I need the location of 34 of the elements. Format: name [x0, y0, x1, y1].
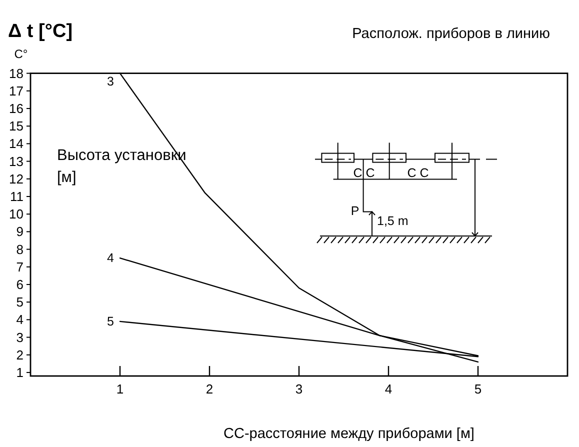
- x-tick-label: 2: [206, 382, 214, 396]
- series-label: 3: [107, 74, 114, 88]
- y-tick-label: 15: [9, 118, 24, 134]
- y-tick-label: 18: [9, 66, 24, 81]
- y-tick-label: 12: [9, 171, 24, 186]
- y-tick-label: 4: [16, 312, 24, 328]
- y-tick-label: 5: [16, 294, 24, 310]
- y-tick-label: 6: [16, 276, 24, 292]
- y-axis-title: C°: [14, 47, 28, 61]
- y-tick-label: 7: [16, 259, 24, 274]
- annotation: C C: [407, 166, 429, 180]
- x-tick-label: 1: [116, 382, 124, 396]
- series-label: 5: [107, 314, 114, 328]
- x-tick-label: 4: [384, 382, 392, 396]
- chart-title: Δ t [°C]: [8, 21, 73, 42]
- y-tick-label: 8: [16, 242, 24, 257]
- x-tick-label: 3: [295, 382, 303, 396]
- y-tick-label: 2: [16, 347, 24, 362]
- annotation: C C: [353, 166, 375, 180]
- y-tick-label: 14: [9, 136, 24, 152]
- x-axis-title: CC-расстояние между приборами [м]: [224, 426, 474, 442]
- annotation: 1,5 m: [377, 214, 408, 228]
- y-tick-label: 13: [9, 154, 24, 169]
- y-tick-label: 11: [10, 188, 24, 204]
- y-tick-label: 9: [16, 224, 24, 240]
- y-tick-label: 3: [16, 330, 24, 345]
- y-tick-label: 10: [9, 206, 24, 222]
- y-tick-label: 16: [9, 101, 24, 116]
- series-label: 4: [107, 251, 114, 266]
- y-tick-label: 1: [16, 364, 24, 380]
- annotation: P: [350, 204, 360, 218]
- y-tick-label: 17: [9, 83, 24, 98]
- chart-subtitle: Располож. приборов в линию: [352, 26, 550, 42]
- x-tick-label: 5: [474, 382, 482, 396]
